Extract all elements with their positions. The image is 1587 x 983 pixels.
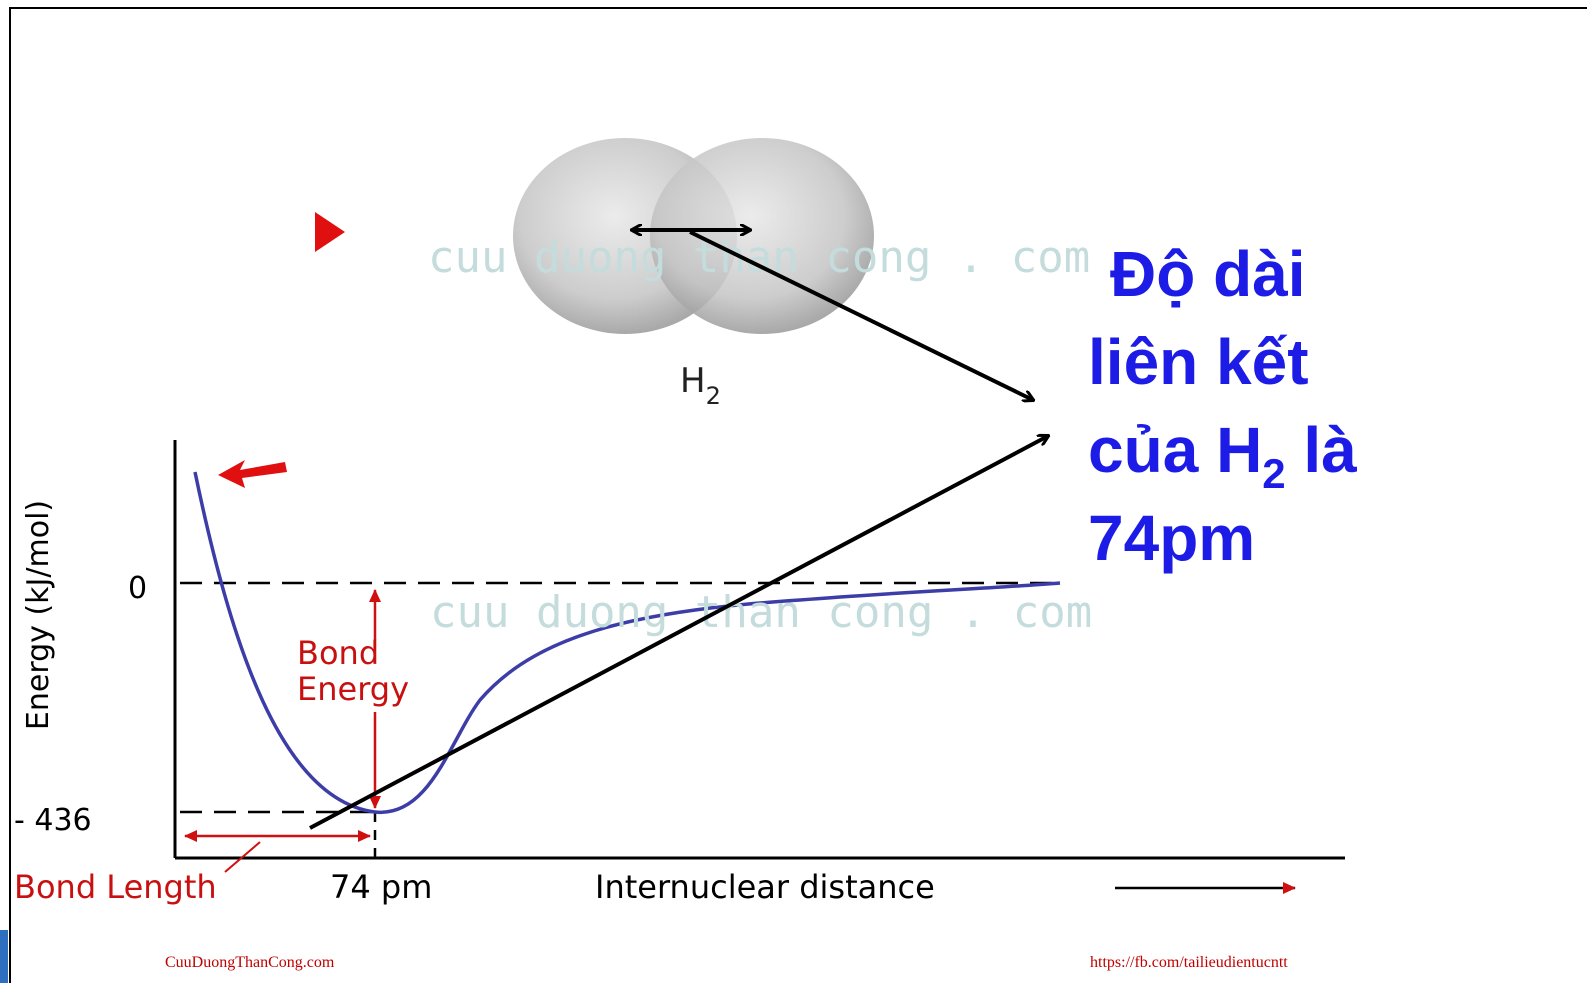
molecule-label-main: H (680, 361, 706, 401)
watermark: cuu duong than cong . com (428, 232, 1090, 283)
callout-text: của H2 là (1088, 414, 1357, 497)
zero-label: 0 (128, 571, 147, 606)
min-label: - 436 (14, 803, 92, 838)
molecule-label: H2 (680, 361, 721, 410)
callout-text: Độ dài (1110, 238, 1306, 310)
red-triangle (315, 212, 345, 252)
watermark: cuu duong than cong . com (430, 587, 1092, 638)
bond-energy: Energy (297, 670, 409, 708)
slide: cuu duong than cong . com H2 cuu duong t… (0, 0, 1587, 983)
molecule-label-sub: 2 (706, 382, 721, 410)
side-accent (0, 930, 8, 983)
callout-sub: 2 (1262, 450, 1285, 497)
callout-end: là (1286, 414, 1358, 486)
bond-length: Bond Length (14, 868, 217, 906)
callout-main: của H (1088, 414, 1262, 486)
callout-text: 74pm (1088, 502, 1255, 574)
footer-left: CuuDuongThanCong.com (165, 954, 335, 971)
length-value: 74 pm (330, 868, 432, 906)
x-axis-label: Internuclear distance (595, 868, 935, 906)
footer-right: https://fb.com/tailieudientucntt (1090, 954, 1288, 971)
y-axis-label: Energy (kJ/mol) (21, 500, 56, 730)
bond-energy: Bond (297, 634, 379, 672)
callout-text: liên kết (1088, 326, 1309, 398)
